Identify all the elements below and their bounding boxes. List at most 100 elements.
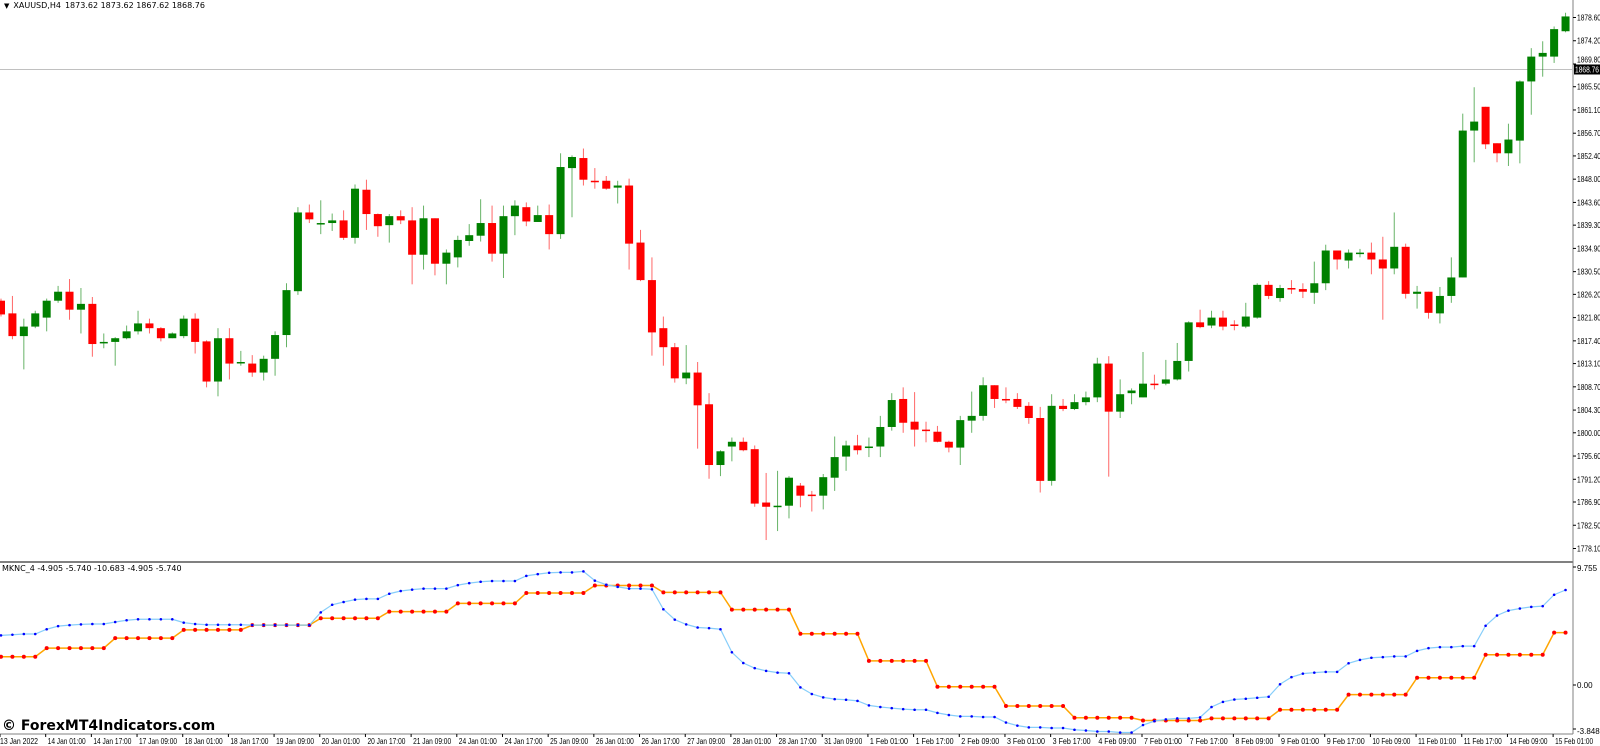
indicator-point (525, 574, 528, 578)
indicator-point (228, 623, 231, 627)
bull-candle (442, 249, 451, 285)
indicator-point (318, 616, 323, 621)
bull-candle (716, 450, 725, 477)
triangle-down-icon[interactable]: ▼ (4, 1, 10, 10)
candle-body (1333, 250, 1342, 260)
indicator-point (410, 609, 415, 614)
candle-body (1561, 16, 1570, 32)
indicator-point (558, 591, 563, 595)
indicator-point (1118, 731, 1122, 734)
indicator-point (981, 684, 986, 689)
indicator-point (364, 616, 369, 621)
bull-candle (54, 285, 63, 303)
candle-body (1378, 259, 1387, 269)
candle-body (1116, 394, 1125, 412)
candle-body (1081, 397, 1090, 403)
candle-body (533, 215, 542, 222)
candles (0, 12, 1570, 541)
bear-candle (145, 318, 154, 334)
indicator-point (1335, 707, 1340, 712)
bull-candle (293, 207, 302, 295)
candle-body (1161, 379, 1170, 384)
candle-body (122, 331, 131, 339)
indicator-point (1187, 717, 1190, 720)
indicator-point (559, 571, 562, 574)
indicator-point (947, 713, 951, 717)
candle-body (773, 505, 782, 508)
bull-candle (956, 415, 965, 466)
bull-candle (76, 288, 85, 334)
indicator-point (467, 581, 471, 585)
indicator-point (422, 587, 425, 590)
bull-candle (1276, 284, 1285, 302)
indicator-point (1004, 721, 1008, 724)
indicator-point (171, 617, 174, 621)
bull-candle (568, 155, 576, 218)
candle-body (1344, 252, 1353, 261)
current-price-label: 1868.76 (1575, 65, 1599, 74)
bull-candle (1470, 87, 1479, 163)
candle-body (271, 335, 280, 359)
indicator-point (158, 636, 163, 641)
candle-body (225, 338, 234, 364)
indicator-point (878, 658, 883, 663)
bull-candle (682, 345, 691, 385)
bull-candle (1173, 342, 1182, 381)
candle-body (1493, 143, 1502, 154)
candle-body (819, 477, 828, 496)
candle-body (156, 328, 165, 339)
bear-candle (1481, 106, 1490, 150)
indicator-point (330, 603, 334, 607)
candle-body (864, 446, 873, 449)
indicator-point (969, 684, 974, 689)
bear-candle (225, 328, 234, 380)
indicator-point (375, 616, 380, 621)
candle-body (339, 220, 348, 238)
indicator-point (547, 591, 552, 595)
indicator-point (844, 631, 849, 636)
candle-body (1413, 291, 1422, 294)
candle-body (1059, 405, 1068, 410)
bear-candle (1218, 310, 1227, 331)
indicator-point (913, 708, 916, 712)
candle-body (979, 385, 988, 416)
bull-candle (168, 332, 177, 339)
indicator-point (1370, 656, 1373, 660)
indicator-point (124, 636, 129, 641)
indicator-point (1255, 716, 1260, 721)
indicator-point (1403, 692, 1408, 697)
candle-body (31, 313, 40, 327)
indicator-point (1027, 726, 1031, 729)
indicator-point (193, 622, 197, 626)
candle-body (670, 347, 679, 379)
indicator-point (786, 607, 791, 612)
candle-body (944, 441, 953, 448)
indicator-point (1335, 670, 1339, 674)
time-tick-label: 1 Feb 17:00 (916, 737, 954, 746)
bear-candle (853, 434, 862, 455)
indicator-point (1255, 696, 1259, 700)
indicator-point (1381, 655, 1385, 659)
indicator-point (262, 623, 265, 627)
time-tick-label: 13 Jan 2022 (0, 737, 38, 746)
indicator-point (1141, 723, 1145, 727)
indicator-point (707, 626, 711, 630)
bull-candle (122, 325, 131, 340)
indicator-point (1324, 670, 1328, 674)
bear-candle (739, 437, 748, 452)
candle-body (1024, 405, 1033, 418)
candle-body (1196, 322, 1205, 328)
candle-body (453, 239, 462, 258)
bear-candle (373, 213, 382, 237)
indicator-point (490, 601, 495, 606)
indicator-point (0, 654, 3, 659)
candle-body (1515, 81, 1524, 141)
candle-body (1310, 283, 1319, 293)
bull-candle (385, 214, 394, 243)
bull-candle (1139, 351, 1147, 398)
indicator-point (1358, 658, 1362, 662)
indicator-point (193, 627, 198, 632)
candle-body (362, 189, 371, 215)
candle-body (316, 223, 325, 225)
